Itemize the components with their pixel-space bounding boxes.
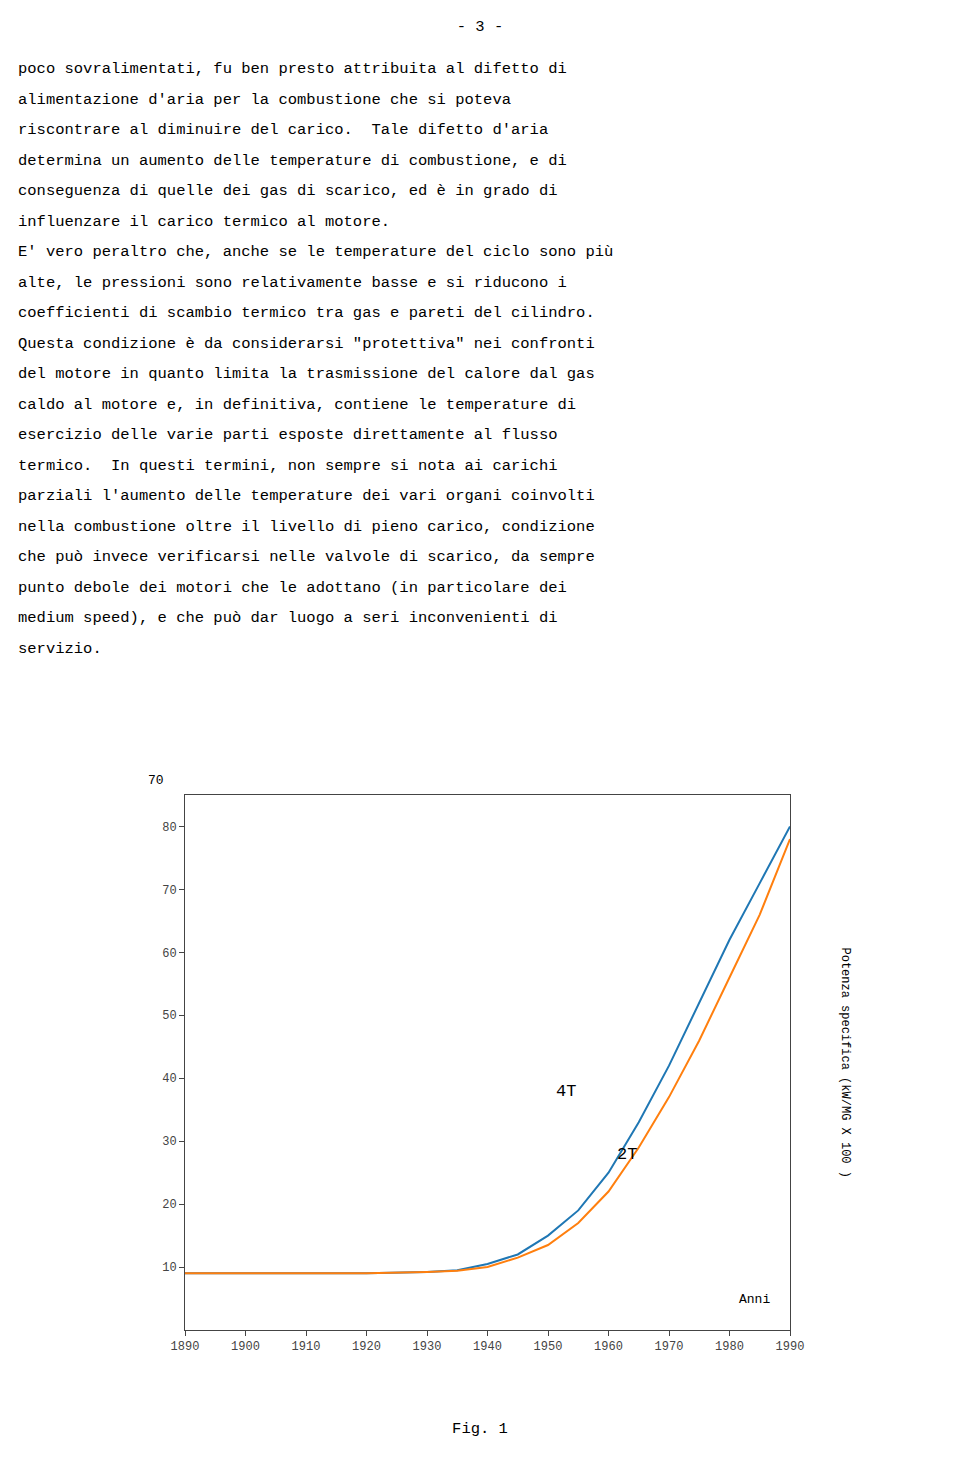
html-text:poco sovralimentati, fu ben pr: poco sovralimentati, fu ben presto attri… (18, 60, 567, 78)
svg-text:1990: 1990 (776, 1340, 805, 1354)
html-text:che può invece verificarsi nel: che può invece verificarsi nelle valvole… (18, 548, 595, 566)
svg-text:1920: 1920 (352, 1340, 381, 1354)
html-text:alimentazione d'aria per la co: alimentazione d'aria per la combustione … (18, 90, 511, 109)
svg-text:80: 80 (162, 821, 176, 835)
svg-text:70: 70 (162, 884, 176, 898)
svg-text:60: 60 (162, 947, 176, 961)
svg-text:20: 20 (162, 1198, 176, 1212)
html-text:termico. In questi termini, no: termico. In questi termini, non sempre s… (18, 456, 558, 475)
html-text:alte, le pressioni sono relati: alte, le pressioni sono relativamente ba… (18, 273, 567, 292)
html-text:Questa condizione è da conside: Questa condizione è da considerarsi "pro… (18, 334, 595, 353)
svg-text:10: 10 (162, 1261, 176, 1275)
svg-text:1930: 1930 (413, 1340, 442, 1354)
svg-text:1950: 1950 (534, 1340, 563, 1354)
svg-text:1900: 1900 (231, 1340, 260, 1354)
html-text:nella combustione oltre il liv: nella combustione oltre il livello di pi… (18, 517, 595, 536)
html-text:riscontrare al diminuire del c: riscontrare al diminuire del carico. Tal… (18, 121, 549, 139)
svg-text:Anni: Anni (739, 1292, 770, 1307)
svg-text:4T: 4T (556, 1082, 576, 1101)
html-text:punto debole dei motori che le: punto debole dei motori che le adottano … (18, 578, 567, 597)
svg-text:1890: 1890 (171, 1340, 200, 1354)
html-text:E' vero peraltro che, anche se: E' vero peraltro che, anche se le temper… (18, 243, 614, 261)
svg-text:70: 70 (148, 773, 164, 788)
html-text:determina un aumento delle tem: determina un aumento delle temperature d… (18, 151, 567, 170)
svg-text:50: 50 (162, 1009, 176, 1023)
svg-text:1910: 1910 (292, 1340, 321, 1354)
html-text:caldo al motore e, in definiti: caldo al motore e, in definitiva, contie… (18, 395, 577, 414)
html-text:influenzare il carico termico: influenzare il carico termico al motore. (18, 212, 391, 231)
html-text:parziali l'aumento delle tempe: parziali l'aumento delle temperature dei… (18, 487, 595, 505)
svg-text:1970: 1970 (655, 1340, 684, 1354)
html-text:servizio.: servizio. (18, 639, 102, 658)
html-text:Fig. 1: Fig. 1 (452, 1420, 508, 1438)
svg-text:40: 40 (162, 1072, 176, 1086)
svg-text:Potenza specifica (kW/MG X 100: Potenza specifica (kW/MG X 100 ) (838, 948, 852, 1178)
html-text:esercizio delle varie parti es: esercizio delle varie parti esposte dire… (18, 426, 558, 444)
svg-text:1940: 1940 (473, 1340, 502, 1354)
svg-text:1980: 1980 (715, 1340, 744, 1354)
svg-text:1960: 1960 (594, 1340, 623, 1354)
html-text:conseguenza di quelle dei gas: conseguenza di quelle dei gas di scarico… (18, 182, 558, 200)
html-text:- 3 -: - 3 - (456, 18, 504, 36)
svg-text:30: 30 (162, 1135, 176, 1149)
html-text:medium speed), e che può dar l: medium speed), e che può dar luogo a ser… (18, 609, 558, 627)
html-text:del motore in quanto limita la: del motore in quanto limita la trasmissi… (18, 365, 595, 383)
svg-text:2T: 2T (617, 1145, 637, 1164)
html-text:coefficienti di scambio termic: coefficienti di scambio termico tra gas … (18, 304, 595, 322)
